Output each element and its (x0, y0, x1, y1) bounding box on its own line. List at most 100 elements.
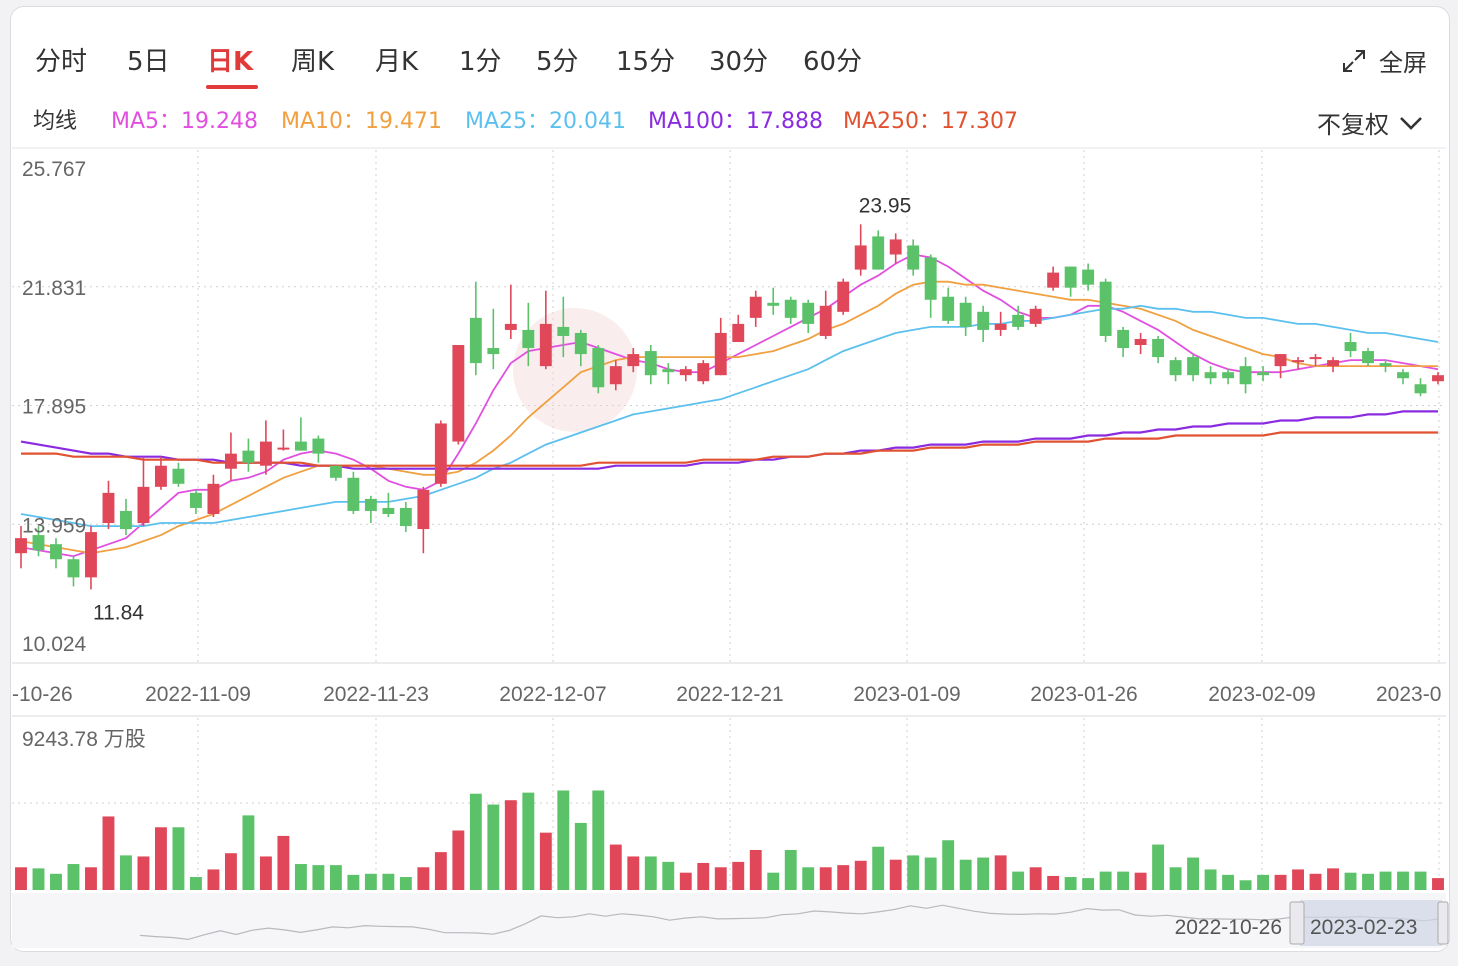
tab-daily-k[interactable]: 日K (207, 47, 254, 77)
candle (312, 435, 325, 463)
fullscreen-label: 全屏 (1379, 49, 1427, 77)
candle-body (1344, 342, 1357, 352)
volume-bar (504, 800, 517, 890)
volume-bar (907, 855, 920, 890)
candle (994, 311, 1007, 336)
tab-30min[interactable]: 30分 (709, 47, 769, 77)
tab-5min[interactable]: 5分 (536, 47, 579, 77)
candle (574, 329, 587, 367)
volume-bar (1169, 867, 1182, 890)
tab-weekly-k[interactable]: 周K (291, 47, 335, 77)
volume-bar (1257, 874, 1270, 890)
candle-body (434, 423, 447, 484)
candle (679, 366, 692, 382)
candle (1344, 332, 1357, 358)
candle (50, 538, 62, 569)
candle (32, 526, 45, 557)
candle-body (137, 486, 150, 524)
candle-body (837, 281, 850, 312)
candle (382, 492, 395, 518)
volume-bar (1064, 877, 1077, 890)
candle-body (679, 369, 692, 376)
candle (924, 254, 937, 318)
x-tick-label: 2023-01-26 (1030, 683, 1137, 706)
candle-body (1239, 366, 1252, 385)
navigator-left-handle[interactable] (1289, 901, 1305, 945)
volume-bar (732, 861, 745, 890)
adjustment-label: 不复权 (1317, 111, 1389, 139)
candle (329, 465, 342, 481)
candle-body (1274, 354, 1287, 367)
candle (1257, 366, 1270, 382)
volume-bar (924, 857, 937, 890)
candle (15, 526, 27, 569)
tab-monthly-k[interactable]: 月K (375, 47, 419, 77)
candle-body (1117, 329, 1130, 349)
volume-bar (837, 865, 850, 890)
ma100-value: MA100：17.888 (648, 109, 824, 134)
y-tick-label: 13.959 (22, 514, 86, 537)
candle-body (557, 326, 570, 336)
candle-body (977, 311, 990, 330)
volume-bar (714, 867, 727, 890)
volume-bar (382, 873, 395, 890)
volume-bar (1204, 869, 1217, 890)
candle-body (767, 302, 780, 306)
tab-5day[interactable]: 5日 (127, 47, 170, 77)
x-tick-label: -10-26 (12, 683, 73, 706)
candle-body (487, 348, 500, 355)
candle (1292, 357, 1304, 370)
candle (854, 224, 867, 276)
candle (1012, 305, 1025, 330)
volume-bar (942, 840, 955, 890)
fullscreen-button[interactable]: 全屏 (1341, 43, 1427, 78)
chevron-down-icon (1400, 116, 1422, 130)
candle-body (1082, 269, 1095, 285)
candle (1082, 263, 1095, 291)
candle-body (277, 447, 290, 450)
period-tabs: 分时 5日 日K 周K 月K 1分 5分 15分 30分 60分 全屏 (11, 7, 1449, 97)
tab-1min[interactable]: 1分 (459, 47, 502, 77)
volume-bar (592, 790, 605, 890)
volume-bar (32, 868, 45, 890)
volume-bar (434, 852, 447, 890)
candle (452, 345, 465, 445)
volume-bar (959, 859, 972, 890)
candle (732, 314, 745, 343)
adjustment-dropdown[interactable]: 不复权 (1317, 105, 1423, 140)
x-tick-label: 2023-02-09 (1208, 683, 1315, 706)
candle (609, 360, 622, 391)
candle-body (15, 538, 27, 554)
candle (155, 456, 167, 490)
tab-intraday[interactable]: 分时 (35, 47, 88, 77)
candle-body (417, 489, 430, 530)
tab-60min[interactable]: 60分 (803, 47, 863, 77)
volume-bar (889, 859, 902, 890)
candle (85, 526, 97, 590)
volume-bar (487, 804, 500, 890)
candle-body (1379, 363, 1392, 367)
candle-body (452, 345, 465, 442)
candle-body (399, 507, 412, 527)
candle (907, 239, 920, 276)
volume-bar (1187, 857, 1200, 890)
volume-bar (1012, 871, 1025, 890)
candle (1309, 354, 1322, 367)
candle-body (155, 465, 167, 487)
candle-body (329, 465, 342, 478)
candle (977, 305, 990, 343)
candle-body (312, 438, 325, 454)
navigator-right-handle[interactable] (1437, 901, 1449, 945)
tab-15min[interactable]: 15分 (616, 47, 676, 77)
candle-body (749, 296, 762, 318)
volume-bar (242, 815, 255, 890)
candle-body (714, 332, 727, 376)
volume-bar (85, 867, 97, 890)
candle-body (819, 305, 832, 336)
candle-body (872, 236, 885, 270)
active-tab-indicator (206, 85, 258, 89)
y-tick-label: 17.895 (22, 396, 86, 419)
volume-bar (102, 816, 115, 890)
candle (1047, 266, 1060, 291)
